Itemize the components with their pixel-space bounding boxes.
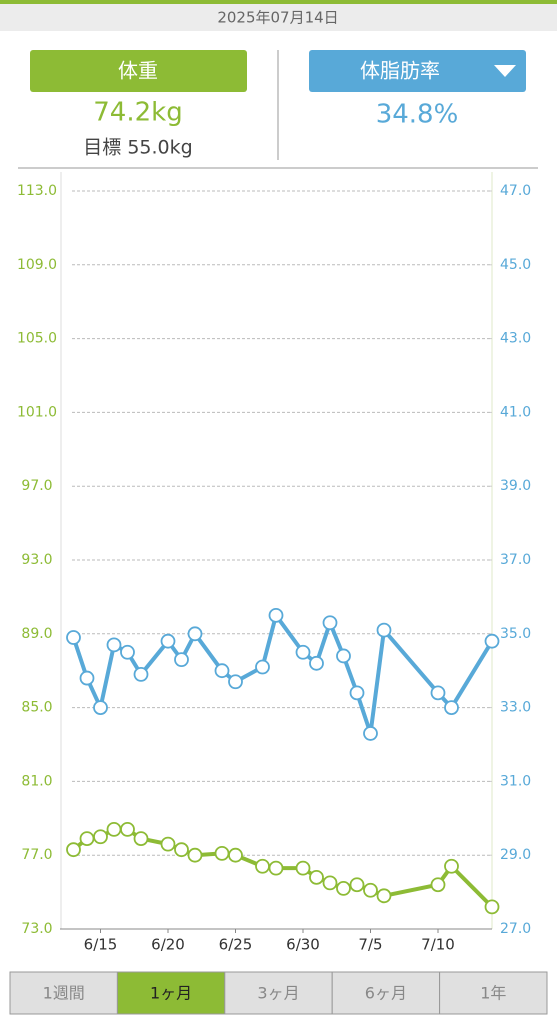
data-point [66,842,81,858]
weight-button[interactable] [30,50,247,92]
data-point [430,685,446,701]
data-point [295,860,311,876]
fat-value: 34.8% [376,100,459,130]
y-tick-label: 105.0 [17,331,57,347]
data-point [484,633,500,649]
data-point [349,685,365,701]
y2-tick-label: 29.0 [500,847,531,863]
data-point [255,659,270,675]
data-point [376,622,392,638]
data-point [133,831,149,846]
y-tick-label: 97.0 [21,478,52,494]
y2-tick-label: 27.0 [500,921,531,937]
x-tick-label: 7/5 [358,936,382,954]
data-point [214,845,230,861]
data-point [309,869,324,885]
data-point [349,877,365,893]
data-point [93,700,108,715]
data-point [268,860,284,876]
y2-tick-label: 37.0 [500,552,531,568]
data-point [363,726,378,741]
data-point [120,821,135,837]
data-point [228,674,243,690]
goal-value: 目標 55.0kg [83,137,192,159]
y2-tick-label: 33.0 [500,700,531,716]
y-tick-label: 77.0 [21,847,52,863]
data-point [187,626,203,642]
data-point [336,648,351,664]
tab-label: 1ヶ月 [150,984,192,1003]
data-point [255,858,270,874]
data-point [309,655,324,671]
data-point [79,670,95,686]
data-point [187,847,203,863]
y2-tick-label: 31.0 [500,773,531,789]
data-point [430,877,446,893]
tab-label: 6ヶ月 [365,984,407,1003]
x-tick-label: 6/25 [219,936,253,954]
fat-button[interactable] [309,50,526,92]
data-point [268,607,284,623]
data-point [120,644,135,660]
data-point [363,882,378,898]
y-tick-label: 113.0 [17,183,57,199]
y-tick-label: 89.0 [21,626,52,642]
y2-tick-label: 47.0 [500,183,531,199]
weight-value: 74.2kg [93,98,182,128]
data-point [295,644,311,660]
y2-tick-label: 39.0 [500,478,531,494]
x-tick-label: 6/30 [286,936,320,954]
data-point [214,663,230,679]
data-point [66,630,81,645]
y2-tick-label: 41.0 [500,404,531,420]
data-point [322,615,338,631]
date: 2025年07月14日 [217,9,338,27]
x-tick-label: 6/15 [84,936,118,954]
date-bar [0,4,557,31]
y2-tick-label: 35.0 [500,626,531,642]
dropdown-arrow [494,65,516,77]
data-point [106,637,122,653]
data-point [160,633,176,649]
y-tick-label: 85.0 [21,700,52,716]
tab-label: 1週間 [43,984,85,1003]
y-tick-label: 81.0 [21,773,52,789]
tab-label: 1年 [480,984,506,1003]
data-point [174,652,189,668]
data-point [322,875,338,891]
data-point [444,858,459,874]
data-point [79,831,95,846]
tab-label: 3ヶ月 [257,984,299,1003]
data-point [336,881,351,896]
data-point [174,842,189,858]
data-point [484,899,500,915]
y-tick-label: 73.0 [21,921,52,937]
fat-button-label: 体脂肪率 [360,59,440,83]
tab[interactable] [331,971,441,1015]
tab[interactable] [439,971,548,1015]
data-point [228,847,243,863]
y2-tick-label: 43.0 [500,331,531,347]
y2-tick-label: 45.0 [500,257,531,273]
y-tick-label: 101.0 [17,404,57,420]
tab[interactable] [116,971,226,1015]
x-tick-label: 7/10 [421,936,455,954]
tab[interactable] [224,971,333,1015]
data-point [376,888,392,904]
weight-button-label: 体重 [118,59,158,83]
y-tick-label: 93.0 [21,552,52,568]
data-point [160,836,176,852]
top-strip [0,0,557,4]
data-point [133,666,149,682]
data-point [93,829,108,845]
x-tick-label: 6/20 [151,936,185,954]
data-point [444,700,459,715]
tab[interactable] [9,971,118,1015]
y-tick-label: 109.0 [17,257,57,273]
data-point [106,821,122,837]
